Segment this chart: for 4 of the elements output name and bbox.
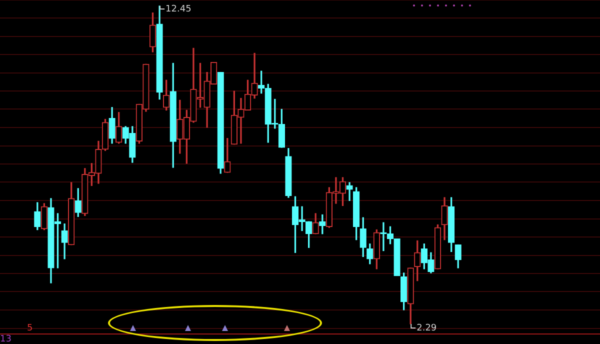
annotation: 12.45: [166, 4, 192, 14]
text: 13: [0, 334, 12, 344]
annotation: 2.29: [416, 323, 437, 334]
text: 5: [27, 323, 33, 334]
